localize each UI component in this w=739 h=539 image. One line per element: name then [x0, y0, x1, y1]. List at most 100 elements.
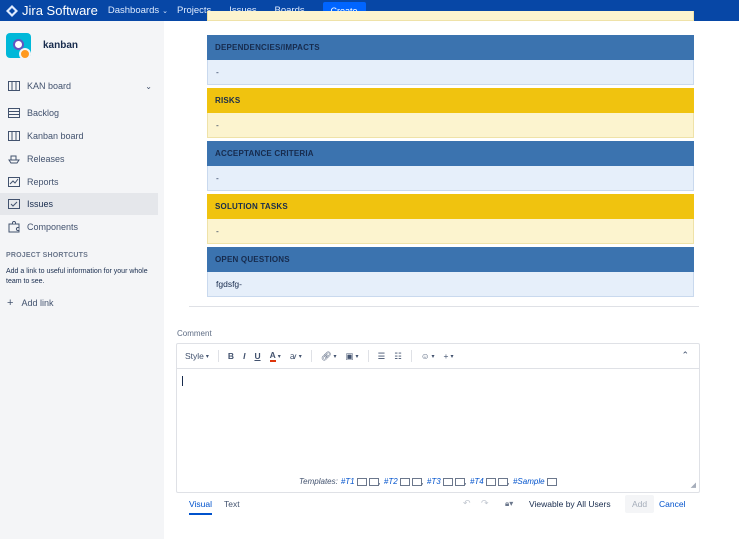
- toolbar-separator: [217, 350, 219, 362]
- jira-logo[interactable]: Jira Software: [6, 3, 98, 18]
- sidebar-item-kanban-board[interactable]: Kanban board: [0, 125, 158, 147]
- templates-label: Templates:: [299, 477, 338, 486]
- numbered-list-button[interactable]: ☷: [394, 351, 402, 362]
- link-button[interactable]: 🔗︎ ▾: [321, 351, 337, 362]
- link-icon: 🔗︎: [320, 350, 332, 361]
- add-link-button[interactable]: + Add link: [7, 297, 53, 309]
- style-label: Style: [185, 351, 204, 361]
- italic-button[interactable]: I: [243, 351, 246, 361]
- plus-icon: +: [443, 351, 449, 361]
- sidebar-item-issues[interactable]: Issues: [0, 193, 158, 215]
- comment-editor: Style ▾ B I U A ▾ ꜹ ▾ 🔗︎ ▾ ▣ ▾ ☰ ☷ ☺ ▾ + ▾ ⌃ ◢: [176, 343, 700, 493]
- chevron-down-icon: ▾: [333, 353, 337, 360]
- board-icon: [7, 80, 21, 92]
- template-icon[interactable]: [411, 477, 422, 486]
- brand-label: Jira Software: [22, 3, 98, 18]
- section-acceptance-criteria: ACCEPTANCE CRITERIA -: [207, 141, 694, 191]
- section-previous: [207, 11, 694, 21]
- template-icon[interactable]: [485, 477, 496, 486]
- template-icon[interactable]: [454, 477, 465, 486]
- section-title: DEPENDENCIES/IMPACTS: [207, 35, 694, 60]
- resize-handle-icon[interactable]: ◢: [690, 482, 696, 489]
- collapse-toolbar-icon[interactable]: ⌃: [681, 350, 689, 360]
- board-icon: [7, 130, 21, 142]
- project-avatar: [6, 33, 31, 60]
- style-dropdown[interactable]: Style ▾: [185, 351, 209, 361]
- nav-dashboards[interactable]: Dashboards ⌄: [108, 5, 168, 16]
- section-body: -: [207, 60, 694, 85]
- section-title: OPEN QUESTIONS: [207, 247, 694, 272]
- insert-more-button[interactable]: + ▾: [444, 351, 454, 361]
- section-open-questions: OPEN QUESTIONS fgdsfg-: [207, 247, 694, 297]
- smiley-icon: ☺: [420, 351, 430, 361]
- chevron-down-icon: ▾: [298, 353, 302, 360]
- nav-issues-label: Issues: [229, 5, 256, 16]
- nav-boards-label: Boards: [275, 5, 305, 16]
- template-icon[interactable]: [442, 477, 453, 486]
- template-link[interactable]: #T3: [426, 477, 441, 486]
- cancel-button[interactable]: Cancel: [659, 498, 686, 509]
- lock-icon[interactable]: 🔒︎▾: [505, 498, 514, 508]
- issues-icon: [7, 198, 21, 210]
- text-color-label: A: [269, 350, 276, 362]
- sidebar-item-label: Kanban board: [27, 131, 84, 141]
- editor-toolbar: Style ▾ B I U A ▾ ꜹ ▾ 🔗︎ ▾ ▣ ▾ ☰ ☷ ☺ ▾ + ▾ ⌃: [177, 344, 699, 369]
- nav-dashboards-label: Dashboards: [107, 5, 160, 16]
- template-icon[interactable]: [368, 477, 379, 486]
- divider: [189, 306, 699, 307]
- section-body: -: [207, 113, 694, 138]
- add-link-label: Add link: [21, 298, 54, 308]
- section-title: RISKS: [207, 88, 694, 113]
- formatting-icon: ꜹ: [289, 350, 297, 361]
- add-button[interactable]: Add: [625, 494, 655, 513]
- toolbar-separator: [310, 350, 312, 362]
- comment-label: Comment: [177, 329, 212, 338]
- section-title: ACCEPTANCE CRITERIA: [207, 141, 694, 166]
- shortcuts-description: Add a link to useful information for you…: [6, 268, 148, 285]
- backlog-icon: [7, 107, 21, 119]
- more-formatting-button[interactable]: ꜹ ▾: [290, 351, 302, 362]
- numbered-list-icon: ☷: [394, 350, 402, 361]
- section-title: SOLUTION TASKS: [207, 194, 694, 219]
- template-link[interactable]: #T1: [340, 477, 355, 486]
- sidebar-item-label: Backlog: [27, 108, 60, 118]
- sidebar-item-backlog[interactable]: Backlog: [0, 102, 158, 124]
- section-body: [207, 11, 694, 21]
- puzzle-icon: [7, 221, 21, 233]
- template-icon[interactable]: [497, 477, 508, 486]
- toolbar-separator: [410, 350, 412, 362]
- template-icon[interactable]: [399, 477, 410, 486]
- section-solution-tasks: SOLUTION TASKS -: [207, 194, 694, 244]
- shortcuts-heading: PROJECT SHORTCUTS: [6, 252, 88, 259]
- emoji-button[interactable]: ☺ ▾: [421, 351, 435, 361]
- board-selector[interactable]: KAN board ⌄: [0, 75, 158, 97]
- ship-icon: [7, 153, 21, 165]
- avatar-eye-icon: [13, 39, 24, 50]
- bullet-list-button[interactable]: ☰: [378, 351, 386, 362]
- redo-icon[interactable]: ↷: [481, 498, 489, 508]
- template-link[interactable]: #T4: [469, 477, 484, 486]
- template-link[interactable]: #Sample: [512, 477, 545, 486]
- bold-button[interactable]: B: [227, 351, 235, 361]
- reports-icon: [7, 176, 21, 188]
- sidebar-item-reports[interactable]: Reports: [0, 171, 158, 193]
- template-link[interactable]: #T2: [383, 477, 398, 486]
- sidebar-item-releases[interactable]: Releases: [0, 148, 158, 170]
- avatar-badge-icon: [19, 48, 31, 60]
- tab-text[interactable]: Text: [224, 498, 240, 509]
- text-color-button[interactable]: A ▾: [269, 350, 281, 362]
- chevron-down-icon: ▾: [355, 353, 359, 360]
- project-header[interactable]: kanban: [6, 33, 78, 60]
- tab-visual[interactable]: Visual: [189, 499, 212, 515]
- chevron-down-icon: ▾: [277, 353, 281, 360]
- chevron-down-icon: ▾: [431, 353, 435, 360]
- template-icon[interactable]: [356, 477, 367, 486]
- attachment-button[interactable]: ▣ ▾: [346, 351, 359, 362]
- toolbar-separator: [367, 350, 369, 362]
- sidebar-item-components[interactable]: Components: [0, 216, 158, 238]
- template-icon[interactable]: [546, 477, 557, 486]
- visibility-selector[interactable]: Viewable by All Users: [529, 498, 611, 509]
- sidebar-item-label: Releases: [27, 154, 65, 164]
- underline-button[interactable]: U: [254, 351, 261, 361]
- undo-icon[interactable]: ↶: [463, 498, 471, 508]
